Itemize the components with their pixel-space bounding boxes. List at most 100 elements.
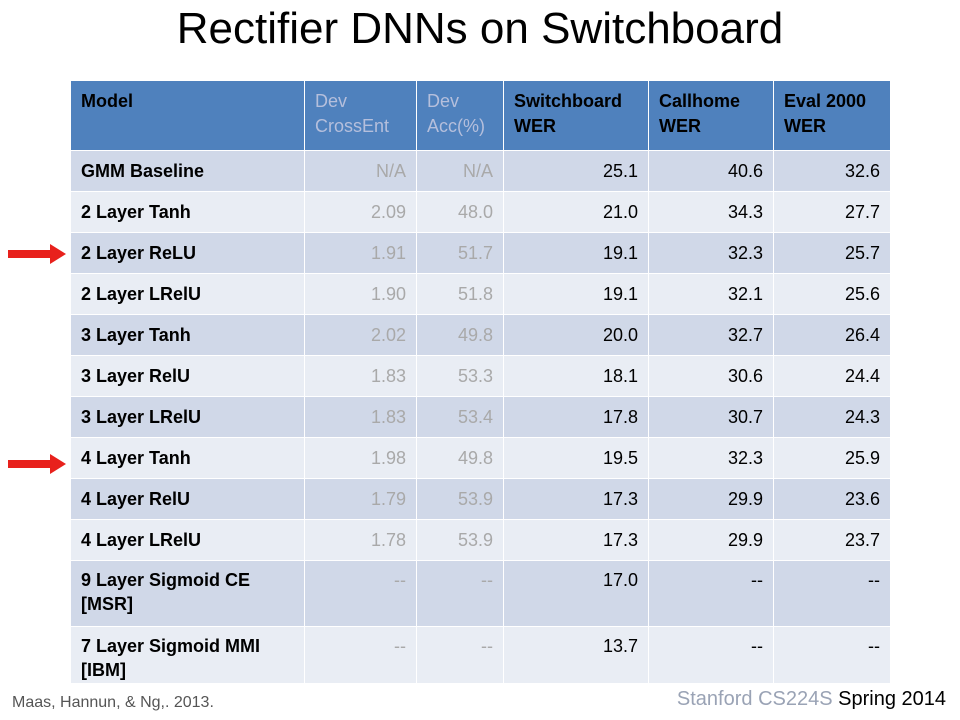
value-cell: 53.4 [416, 396, 504, 438]
value-cell: 24.4 [773, 355, 891, 397]
value-cell: 1.90 [304, 273, 417, 315]
table-body: GMM Baseline N/A N/A 25.1 40.6 32.6 2 Layer Ta… [70, 150, 891, 684]
course-footer: Stanford CS224S Spring 2014 [677, 688, 946, 711]
table-row: GMM Baseline N/A N/A 25.1 40.6 32.6 [70, 150, 891, 192]
value-cell: 26.4 [773, 314, 891, 356]
model-cell: 4 Layer RelU [70, 478, 305, 520]
value-cell: 17.8 [503, 396, 649, 438]
value-cell: 17.3 [503, 478, 649, 520]
value-cell: 13.7 [503, 626, 649, 684]
value-cell: -- [773, 626, 891, 684]
value-cell: 17.0 [503, 560, 649, 627]
column-header: Eval 2000 WER [773, 80, 891, 151]
value-cell: 49.8 [416, 314, 504, 356]
value-cell: 1.78 [304, 519, 417, 561]
column-header-line: Eval 2000 [784, 91, 867, 111]
value-cell: -- [648, 560, 774, 627]
model-cell: 3 Layer Tanh [70, 314, 305, 356]
value-cell: -- [648, 626, 774, 684]
value-cell: 53.3 [416, 355, 504, 397]
column-header: Model [70, 80, 305, 151]
value-cell: 23.6 [773, 478, 891, 520]
column-header-line: WER [784, 116, 826, 137]
model-cell: GMM Baseline [70, 150, 305, 192]
value-cell: -- [304, 626, 417, 684]
model-cell: 4 Layer LRelU [70, 519, 305, 561]
footer-term: Spring 2014 [838, 688, 946, 710]
table-row: 2 Layer LRelU 1.90 51.8 19.1 32.1 25.6 [70, 273, 891, 315]
value-cell: -- [773, 560, 891, 627]
footer-course: Stanford CS224S [676, 688, 833, 710]
table-row: 3 Layer RelU 1.83 53.3 18.1 30.6 24.4 [70, 355, 891, 397]
value-cell: 27.7 [773, 191, 891, 233]
value-cell: 48.0 [416, 191, 504, 233]
value-cell: 51.8 [416, 273, 504, 315]
value-cell: 29.9 [648, 478, 774, 520]
table-row: 3 Layer LRelU 1.83 53.4 17.8 30.7 24.3 [70, 396, 891, 438]
value-cell: N/A [304, 150, 417, 192]
value-cell: 1.91 [304, 232, 417, 274]
value-cell: 32.3 [648, 232, 774, 274]
value-cell: -- [304, 560, 417, 627]
value-cell: 19.5 [503, 437, 649, 479]
value-cell: 20.0 [503, 314, 649, 356]
header-row: Model Dev CrossEnt Dev Acc(%) Switchboard WER C… [70, 80, 891, 151]
model-cell: 3 Layer RelU [70, 355, 305, 397]
value-cell: 24.3 [773, 396, 891, 438]
column-header-line: CrossEnt [315, 116, 390, 137]
value-cell: 25.6 [773, 273, 891, 315]
column-header: Dev Acc(%) [416, 80, 504, 151]
value-cell: 19.1 [503, 232, 649, 274]
model-cell: 9 Layer Sigmoid CE [MSR] [70, 560, 305, 627]
table-row: 3 Layer Tanh 2.02 49.8 20.0 32.7 26.4 [70, 314, 891, 356]
table-row: 2 Layer Tanh 2.09 48.0 21.0 34.3 27.7 [70, 191, 891, 233]
value-cell: 25.9 [773, 437, 891, 479]
value-cell: 23.7 [773, 519, 891, 561]
table-row: 7 Layer Sigmoid MMI [IBM] -- -- 13.7 -- -- [70, 626, 891, 684]
table-row: 4 Layer LRelU 1.78 53.9 17.3 29.9 23.7 [70, 519, 891, 561]
arrow-shape [8, 454, 66, 474]
value-cell: 53.9 [416, 478, 504, 520]
value-cell: 18.1 [503, 355, 649, 397]
value-cell: N/A [416, 150, 504, 192]
model-cell: 2 Layer ReLU [70, 232, 305, 274]
model-cell: 4 Layer Tanh [70, 437, 305, 479]
column-header-line: Dev [427, 91, 460, 111]
value-cell: 32.1 [648, 273, 774, 315]
model-cell: 7 Layer Sigmoid MMI [IBM] [70, 626, 305, 684]
value-cell: 1.79 [304, 478, 417, 520]
value-cell: -- [416, 626, 504, 684]
column-header-line: Acc(%) [427, 116, 485, 137]
value-cell: 1.98 [304, 437, 417, 479]
column-header: Callhome WER [648, 80, 774, 151]
arrow-shape [8, 244, 66, 264]
column-header: Dev CrossEnt [304, 80, 417, 151]
column-header-line: WER [659, 116, 701, 137]
column-header-line: Dev [315, 91, 348, 111]
value-cell: 34.3 [648, 191, 774, 233]
value-cell: 19.1 [503, 273, 649, 315]
value-cell: -- [416, 560, 504, 627]
value-cell: 32.7 [648, 314, 774, 356]
value-cell: 40.6 [648, 150, 774, 192]
value-cell: 25.1 [503, 150, 649, 192]
value-cell: 29.9 [648, 519, 774, 561]
model-cell: 2 Layer LRelU [70, 273, 305, 315]
table-row: 9 Layer Sigmoid CE [MSR] -- -- 17.0 -- -- [70, 560, 891, 627]
value-cell: 53.9 [416, 519, 504, 561]
value-cell: 32.3 [648, 437, 774, 479]
right-arrow-icon [8, 454, 66, 474]
value-cell: 49.8 [416, 437, 504, 479]
value-cell: 17.3 [503, 519, 649, 561]
value-cell: 2.09 [304, 191, 417, 233]
column-header-line: WER [514, 116, 556, 137]
value-cell: 1.83 [304, 396, 417, 438]
value-cell: 2.02 [304, 314, 417, 356]
value-cell: 51.7 [416, 232, 504, 274]
value-cell: 1.83 [304, 355, 417, 397]
value-cell: 21.0 [503, 191, 649, 233]
right-arrow-icon [8, 244, 66, 264]
citation: Maas, Hannun, & Ng,. 2013. [12, 694, 214, 711]
slide-title: Rectifier DNNs on Switchboard [176, 4, 784, 53]
column-header-line: Model [81, 91, 133, 111]
